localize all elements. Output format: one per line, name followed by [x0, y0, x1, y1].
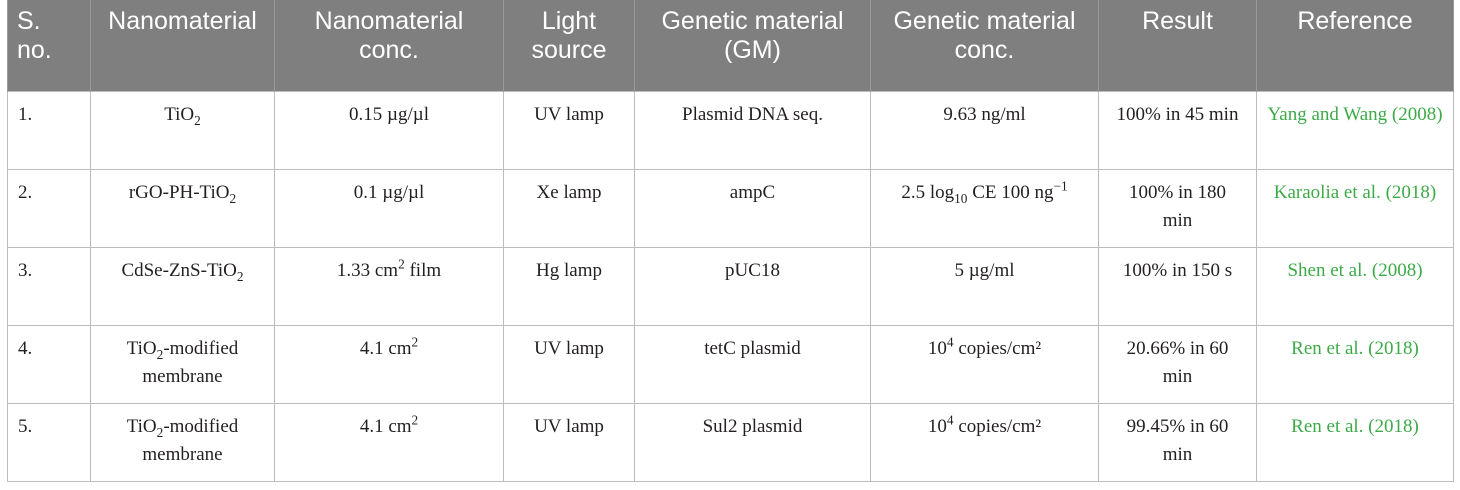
cell-nanomaterial-conc: 0.15 µg/µl	[274, 90, 504, 170]
nano-conc-text: 4.1 cm	[359, 415, 412, 437]
cell-light-source: Xe lamp	[503, 169, 635, 248]
gm-conc-text: 10	[927, 415, 947, 437]
cell-nanomaterial: TiO2-modified membrane	[90, 325, 275, 404]
gm-conc-text: 5 µg/ml	[954, 259, 1015, 281]
nano-text: TiO	[126, 415, 157, 437]
gm-conc-suffix: copies/cm²	[953, 337, 1042, 359]
gm-conc-superscript: 4	[946, 334, 954, 350]
cell-genetic-material: Sul2 plasmid	[634, 403, 871, 482]
cell-genetic-material: pUC18	[634, 247, 871, 326]
cell-genetic-material: ampC	[634, 169, 871, 248]
data-table: S. no. Nanomaterial Nanomaterial conc. L…	[7, 0, 1454, 482]
cell-nanomaterial-conc: 4.1 cm2	[274, 403, 504, 482]
cell-nanomaterial: TiO2	[90, 90, 275, 170]
nano-conc-superscript: 2	[398, 256, 405, 272]
nano-subscript: 2	[194, 112, 201, 128]
reference-link[interactable]: Shen et al. (2008)	[1256, 247, 1454, 326]
reference-link[interactable]: Yang and Wang (2008)	[1256, 90, 1454, 170]
table-row: 2. rGO-PH-TiO2 0.1 µg/µl Xe lamp ampC 2.…	[7, 169, 1454, 248]
cell-result: 100% in 150 s	[1098, 247, 1257, 326]
cell-genetic-material-conc: 2.5 log10 CE 100 ng−1	[870, 169, 1099, 248]
cell-genetic-material-conc: 9.63 ng/ml	[870, 90, 1099, 170]
cell-result: 100% in 180 min	[1098, 169, 1257, 248]
gm-conc-suffix: copies/cm²	[953, 415, 1042, 437]
gm-conc-text: 2.5 log	[901, 181, 955, 203]
nano-subscript: 2	[156, 424, 164, 440]
cell-result: 20.66% in 60 min	[1098, 325, 1257, 404]
header-reference: Reference	[1256, 0, 1454, 91]
header-genetic-material: Genetic material (GM)	[634, 0, 871, 91]
nano-conc-text: 1.33 cm	[336, 259, 399, 281]
nano-subscript: 2	[229, 190, 237, 206]
header-nanomaterial: Nanomaterial	[90, 0, 275, 91]
reference-link[interactable]: Karaolia et al. (2018)	[1256, 169, 1454, 248]
gm-conc-mid: CE 100 ng	[967, 181, 1054, 203]
header-nanomaterial-conc: Nanomaterial conc.	[274, 0, 504, 91]
nano-subscript: 2	[236, 268, 244, 284]
reference-link[interactable]: Ren et al. (2018)	[1256, 325, 1454, 404]
cell-genetic-material-conc: 5 µg/ml	[870, 247, 1099, 326]
cell-sno: 1.	[7, 90, 91, 170]
header-genetic-material-conc: Genetic material conc.	[870, 0, 1099, 91]
cell-light-source: UV lamp	[503, 325, 635, 404]
nano-text-suffix: -modified membrane	[142, 415, 239, 465]
nano-text: TiO	[164, 103, 195, 125]
reference-link[interactable]: Ren et al. (2018)	[1256, 403, 1454, 482]
nano-conc-superscript: 2	[411, 412, 419, 428]
nano-text: rGO-PH-TiO	[128, 181, 230, 203]
cell-nanomaterial: TiO2-modified membrane	[90, 403, 275, 482]
cell-result: 99.45% in 60 min	[1098, 403, 1257, 482]
cell-light-source: UV lamp	[503, 90, 635, 170]
gm-conc-superscript: −1	[1053, 178, 1068, 194]
gm-conc-superscript: 4	[946, 412, 954, 428]
nano-subscript: 2	[156, 346, 164, 362]
cell-result: 100% in 45 min	[1098, 90, 1257, 170]
cell-genetic-material: tetC plasmid	[634, 325, 871, 404]
cell-sno: 3.	[7, 247, 91, 326]
table-row: 1. TiO2 0.15 µg/µl UV lamp Plasmid DNA s…	[7, 90, 1454, 170]
cell-genetic-material-conc: 104 copies/cm²	[870, 325, 1099, 404]
cell-sno: 4.	[7, 325, 91, 404]
table-row: 5. TiO2-modified membrane 4.1 cm2 UV lam…	[7, 403, 1454, 482]
nano-conc-text: 0.1 µg/µl	[353, 181, 425, 203]
header-light-source: Light source	[503, 0, 635, 91]
header-result: Result	[1098, 0, 1257, 91]
nano-conc-suffix: film	[404, 259, 442, 281]
nano-conc-superscript: 2	[411, 334, 419, 350]
cell-light-source: Hg lamp	[503, 247, 635, 326]
cell-nanomaterial-conc: 0.1 µg/µl	[274, 169, 504, 248]
gm-conc-text: 9.63 ng/ml	[943, 103, 1026, 125]
cell-nanomaterial: CdSe-ZnS-TiO2	[90, 247, 275, 326]
nano-conc-text: 0.15 µg/µl	[349, 103, 429, 125]
nano-text: CdSe-ZnS-TiO	[121, 259, 237, 281]
nano-text: TiO	[126, 337, 157, 359]
nano-conc-text: 4.1 cm	[359, 337, 412, 359]
cell-genetic-material-conc: 104 copies/cm²	[870, 403, 1099, 482]
table-row: 4. TiO2-modified membrane 4.1 cm2 UV lam…	[7, 325, 1454, 404]
nano-text-suffix: -modified membrane	[142, 337, 239, 387]
cell-nanomaterial: rGO-PH-TiO2	[90, 169, 275, 248]
cell-sno: 2.	[7, 169, 91, 248]
cell-nanomaterial-conc: 1.33 cm2 film	[274, 247, 504, 326]
gm-conc-subscript: 10	[954, 190, 968, 206]
header-sno: S. no.	[7, 0, 91, 91]
table-row: 3. CdSe-ZnS-TiO2 1.33 cm2 film Hg lamp p…	[7, 247, 1454, 326]
cell-genetic-material: Plasmid DNA seq.	[634, 90, 871, 170]
cell-nanomaterial-conc: 4.1 cm2	[274, 325, 504, 404]
cell-sno: 5.	[7, 403, 91, 482]
cell-light-source: UV lamp	[503, 403, 635, 482]
gm-conc-text: 10	[927, 337, 947, 359]
header-row: S. no. Nanomaterial Nanomaterial conc. L…	[7, 0, 1454, 91]
